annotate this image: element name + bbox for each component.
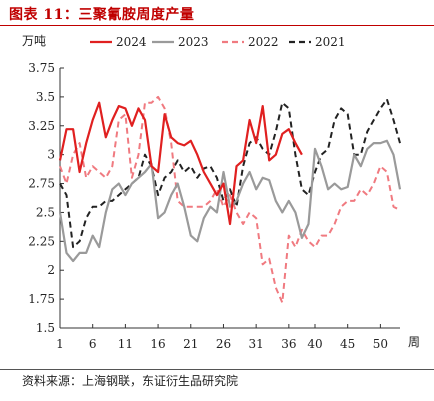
x-tick-label: 6	[89, 337, 97, 351]
source-rule	[0, 369, 434, 370]
x-tick-label: 1	[56, 337, 64, 351]
figure-title: 图表 11：三聚氰胺周度产量	[9, 7, 195, 23]
y-tick-label: 3.5	[36, 90, 55, 104]
y-tick-label: 2.75	[28, 177, 55, 191]
y-tick-label: 3.25	[28, 119, 55, 133]
x-tick-label: 36	[281, 337, 296, 351]
legend-label-2022: 2022	[248, 35, 279, 49]
x-tick-label: 26	[216, 337, 231, 351]
source-note: 资料来源：上海钢联，东证衍生品研究院	[22, 374, 239, 388]
y-tick-label: 2	[47, 263, 55, 277]
legend-label-2021: 2021	[315, 35, 346, 49]
x-tick-label: 21	[183, 337, 198, 351]
legend-label-2024: 2024	[116, 35, 147, 49]
x-tick-label: 31	[249, 337, 264, 351]
series-line-2024	[58, 101, 303, 226]
x-axis-unit: 周	[408, 335, 420, 349]
chart-legend: 2024 2023 2022 2021	[90, 35, 346, 49]
y-tick-label: 2.25	[28, 234, 55, 248]
y-axis-unit: 万吨	[22, 34, 46, 48]
y-tick-label: 1.5	[36, 321, 55, 335]
y-tick-label: 2.5	[36, 205, 55, 219]
series-line-2023	[58, 139, 402, 263]
x-tick-label: 40	[307, 337, 322, 351]
x-tick-label: 16	[150, 337, 165, 351]
x-tick-label: 45	[340, 337, 355, 351]
y-tick-label: 3	[47, 148, 55, 162]
y-tick-label: 3.75	[28, 61, 55, 75]
series-line-2021	[59, 98, 401, 249]
x-tick-label: 11	[118, 337, 133, 351]
series-line-2022	[59, 95, 401, 304]
x-tick-label: 50	[373, 337, 388, 351]
chart-series-lines	[58, 95, 402, 304]
y-tick-label: 1.75	[28, 292, 55, 306]
legend-label-2023: 2023	[178, 35, 209, 49]
title-rule	[0, 25, 434, 26]
